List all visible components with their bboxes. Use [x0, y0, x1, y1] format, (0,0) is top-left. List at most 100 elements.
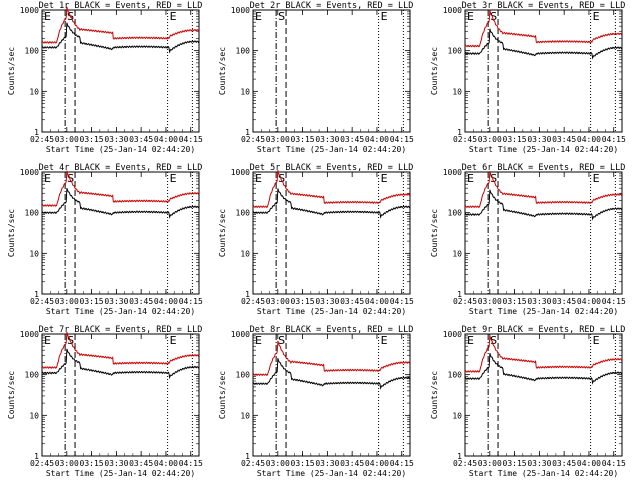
y-tick-label: 10 [452, 411, 462, 420]
x-tick-label: 03:00 [478, 135, 502, 144]
y-tick-label: 10 [240, 87, 250, 96]
marker-label-e: E [467, 334, 474, 347]
x-tick-label: 02:45 [241, 297, 265, 306]
marker-label-s: S [490, 10, 497, 23]
y-tick-label: 1000 [231, 6, 250, 15]
marker-label-s: S [278, 334, 285, 347]
y-tick-label: 1 [245, 128, 250, 137]
x-tick-label: 03:15 [291, 135, 315, 144]
series-events-line [41, 348, 200, 380]
y-tick-label: 1000 [443, 330, 462, 339]
x-tick-label: 03:30 [527, 135, 551, 144]
y-axis-label: Counts/sec [218, 209, 227, 257]
y-axis-label: Counts/sec [7, 371, 16, 419]
x-tick-label: 03:15 [291, 297, 315, 306]
series-events-line [41, 187, 200, 219]
marker-label-e: E [255, 172, 262, 185]
y-tick-label: 100 [236, 209, 251, 218]
series-events-line [464, 352, 623, 385]
x-tick-label: 03:30 [104, 459, 128, 468]
marker-label-e: E [381, 10, 388, 23]
y-tick-label: 1 [457, 128, 462, 137]
x-tick-label: 03:15 [503, 459, 527, 468]
marker-label-s: S [278, 172, 285, 185]
x-tick-label: 03:45 [552, 297, 576, 306]
y-tick-label: 1 [245, 452, 250, 461]
x-tick-label: 04:15 [179, 297, 203, 306]
y-tick-label: 10 [29, 87, 39, 96]
series-lld-line [41, 6, 200, 44]
marker-label-s: S [490, 334, 497, 347]
y-tick-label: 100 [25, 47, 40, 56]
x-tick-label: 03:45 [340, 459, 364, 468]
marker-label-s: S [67, 334, 74, 347]
panel-title: Det 6r BLACK = Events, RED = LLD [462, 163, 626, 173]
x-tick-label: 03:30 [104, 135, 128, 144]
x-tick-label: 04:00 [577, 135, 601, 144]
chart-panel-7: Det 7r BLACK = Events, RED = LLD 1 10 100 10… [7, 325, 203, 478]
plot-frame [252, 9, 411, 133]
x-axis-label: Start Time (25-Jan-14 02:44:20) [257, 469, 406, 478]
panel-title: Det 9r BLACK = Events, RED = LLD [462, 325, 626, 335]
x-tick-label: 02:45 [30, 135, 54, 144]
x-axis-label: Start Time (25-Jan-14 02:44:20) [46, 469, 195, 478]
y-tick-label: 10 [452, 87, 462, 96]
x-tick-label: 03:00 [55, 297, 79, 306]
marker-label-e: E [44, 172, 51, 185]
y-tick-label: 1 [245, 290, 250, 299]
x-tick-label: 03:45 [552, 459, 576, 468]
series-lld-line [41, 170, 200, 207]
plot-frame [41, 333, 200, 457]
marker-label-s: S [490, 172, 497, 185]
x-tick-label: 03:30 [315, 297, 339, 306]
marker-label-e: E [170, 10, 177, 23]
y-tick-label: 1000 [20, 330, 39, 339]
panel-title: Det 2r BLACK = Events, RED = LLD [250, 1, 414, 11]
y-tick-label: 1000 [231, 330, 250, 339]
marker-label-e: E [255, 334, 262, 347]
x-tick-label: 03:30 [315, 459, 339, 468]
series-lld-line [41, 331, 200, 369]
x-tick-label: 02:45 [30, 459, 54, 468]
marker-label-e: E [467, 172, 474, 185]
y-tick-label: 1000 [20, 168, 39, 177]
y-tick-label: 1 [34, 452, 39, 461]
panel-title: Det 4r BLACK = Events, RED = LLD [39, 163, 203, 173]
marker-label-e: E [467, 10, 474, 23]
series-events-line [41, 22, 200, 54]
y-axis-label: Counts/sec [7, 47, 16, 95]
chart-panel-3: Det 3r BLACK = Events, RED = LLD 1 10 100 10… [430, 1, 626, 154]
y-tick-label: 1000 [443, 6, 462, 15]
series-lld-line [252, 170, 411, 209]
series-events-line [464, 189, 623, 221]
plot-frame [464, 333, 623, 457]
x-tick-label: 04:00 [577, 297, 601, 306]
y-tick-label: 10 [29, 411, 39, 420]
plot-frame [41, 9, 200, 133]
x-tick-label: 03:45 [340, 297, 364, 306]
chart-panel-1: Det 1r BLACK = Events, RED = LLD 1 10 100 10… [7, 1, 203, 154]
x-tick-label: 03:15 [80, 135, 104, 144]
y-tick-label: 1000 [443, 168, 462, 177]
series-lld-line [464, 170, 623, 209]
y-tick-label: 10 [240, 249, 250, 258]
marker-label-s: S [278, 10, 285, 23]
y-tick-label: 100 [236, 371, 251, 380]
y-tick-label: 1000 [20, 6, 39, 15]
panel-title: Det 1r BLACK = Events, RED = LLD [39, 1, 203, 11]
x-tick-label: 02:45 [241, 135, 265, 144]
chart-panel-2: Det 2r BLACK = Events, RED = LLD 1 10 100 10… [218, 1, 414, 154]
x-tick-label: 03:00 [266, 135, 290, 144]
x-tick-label: 04:15 [602, 135, 626, 144]
x-tick-label: 03:00 [266, 459, 290, 468]
y-axis-label: Counts/sec [218, 371, 227, 419]
marker-label-e: E [44, 334, 51, 347]
y-tick-label: 1 [457, 290, 462, 299]
y-tick-label: 100 [448, 209, 463, 218]
series-events-line [464, 28, 623, 60]
y-axis-label: Counts/sec [218, 47, 227, 95]
x-tick-label: 03:45 [129, 459, 153, 468]
x-axis-label: Start Time (25-Jan-14 02:44:20) [469, 469, 618, 478]
x-axis-label: Start Time (25-Jan-14 02:44:20) [257, 307, 406, 316]
